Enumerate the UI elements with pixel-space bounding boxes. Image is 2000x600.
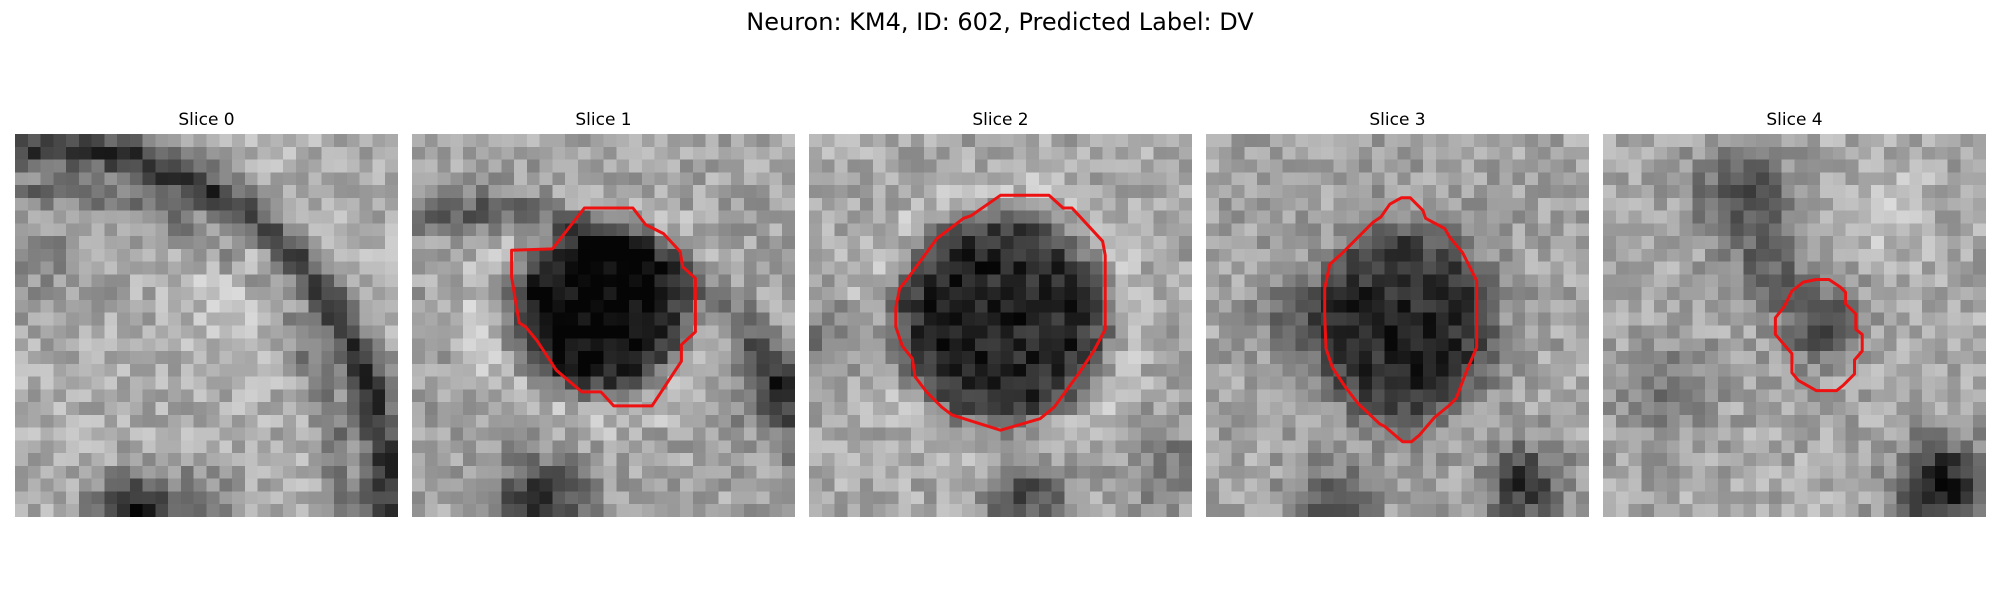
- slice-title: Slice 2: [972, 110, 1029, 130]
- slice-title: Slice 3: [1369, 110, 1426, 130]
- slice-panel-4: Slice 4: [1603, 108, 1986, 518]
- slice-title: Slice 0: [178, 110, 235, 130]
- slice-image: [15, 134, 398, 517]
- figure-title: Neuron: KM4, ID: 602, Predicted Label: D…: [746, 8, 1254, 36]
- slice-image: [1603, 134, 1986, 517]
- slice-image: [1206, 134, 1589, 517]
- roi-contour: [510, 206, 697, 408]
- slice-image: [809, 134, 1192, 517]
- slice-image: [412, 134, 795, 517]
- roi-contour: [1773, 278, 1864, 393]
- roi-contour: [1323, 196, 1479, 444]
- slice-panel-0: Slice 0: [15, 108, 398, 518]
- slice-panel-2: Slice 2: [809, 108, 1192, 518]
- slice-title: Slice 1: [575, 110, 632, 130]
- slice-panel-1: Slice 1: [412, 108, 795, 518]
- slice-panel-3: Slice 3: [1206, 108, 1589, 518]
- slice-title: Slice 4: [1766, 110, 1823, 130]
- roi-contour: [894, 193, 1107, 432]
